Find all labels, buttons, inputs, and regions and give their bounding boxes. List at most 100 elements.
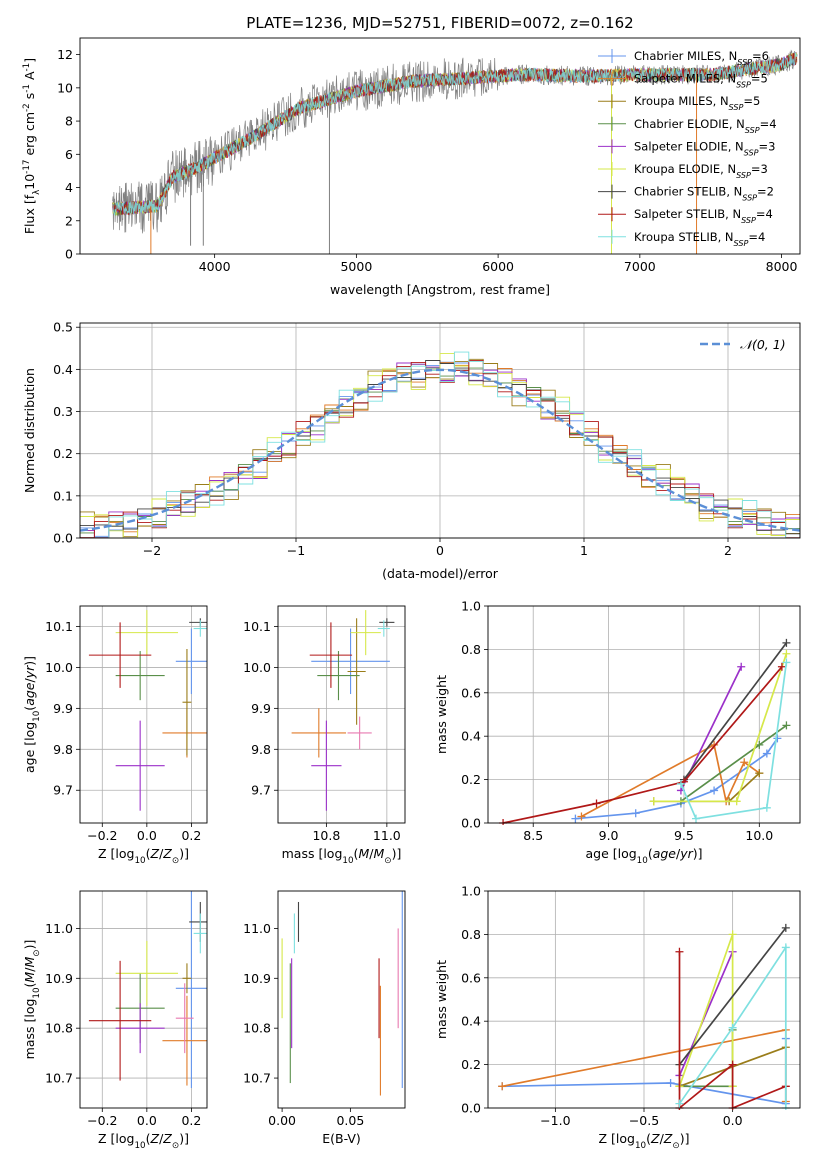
point-marker [762,803,771,812]
y-tick-label: 0.4 [461,1014,481,1029]
axes-frame [79,37,801,255]
point-marker [571,814,580,823]
x-axis-label: E(B-V) [322,1131,361,1146]
x-axis-label: Z [log10(Z/Z⊙)] [98,1131,189,1151]
weight-vs-z-panel: −1.0 −0.5 0.0 0.0 0.2 0.4 0.6 0.8 1.0 Z [log10(Z/… [434,884,801,1151]
x-axis-label: (data-model)/error [382,566,499,581]
y-tick-label: 1.0 [461,884,481,899]
y-tick-label: 0.8 [461,927,481,942]
errorbar-point [193,913,207,954]
axes-frame [277,890,406,1109]
point-marker [773,734,782,743]
errorbar-point [291,708,347,758]
legend-label-suffix: =4 [760,117,777,131]
y-tick-label: 0.0 [53,531,73,546]
x-tick-label: 8000 [766,259,798,274]
x-tick-label: 6000 [482,259,514,274]
x-tick-label: 9.0 [599,828,619,843]
legend-label: Salpeter MILES, NSSP=5 [634,72,768,90]
y-axis-label: mass weight [434,675,449,754]
legend-label-text: Salpeter ELODIE, N [634,139,744,153]
series-chabrier-miles [571,734,782,823]
y-tick-label: 0.5 [53,320,73,335]
y-tick-label: 0.6 [461,685,481,700]
errorbar-point [115,651,165,701]
mass-vs-ebv-plot-area [281,891,403,1096]
y-tick-label: 10.0 [243,660,271,675]
point-marker [755,769,764,778]
y-tick-label: 4 [65,180,73,195]
axes-frame [487,890,801,1109]
errorbar-point [377,620,390,637]
errorbar-point [115,720,165,811]
chart-title: PLATE=1236, MJD=52751, FIBERID=0072, z=0… [246,14,633,32]
weight-vs-age-panel: 8.5 9.0 9.5 10.0 0.0 0.2 0.4 0.6 0.8 1.0 age [log1… [434,599,801,866]
weight-vs-z-plot-area [498,923,790,1110]
y-tick-label: 11.0 [45,921,73,936]
age-vs-mass-plot-area [291,610,395,811]
x-tick-label: 0.0 [723,1113,743,1128]
legend-label-text: Chabrier STELIB, N [634,185,742,199]
y-tick-label: 9.7 [53,783,73,798]
y-tick-label: 0.2 [53,446,73,461]
y-tick-label: 10.0 [45,660,73,675]
x-tick-label: 7000 [624,259,656,274]
x-tick-label: 0.2 [181,828,201,843]
point-marker [675,947,684,956]
legend-label: Kroupa MILES, NSSP=5 [634,94,760,112]
legend-label-sub: SSP [729,103,744,112]
legend-label: 𝒩(0, 1) [740,337,786,352]
y-tick-label: 0.1 [53,488,73,503]
point-marker [762,749,771,758]
point-marker [498,1082,507,1091]
x-tick-label: 0.2 [181,1113,201,1128]
errorbar-point [193,620,207,637]
legend-label-suffix: =5 [743,94,760,108]
axes-frame [79,322,801,539]
mass-vs-ebv-panel: 0.00 0.05 10.7 10.8 10.9 11.0 E(B-V) [243,890,406,1146]
errorbar-point [162,995,207,1086]
legend-label-sub: SSP [736,80,751,89]
legend-label-sub: SSP [736,171,751,180]
errorbar-point [115,1003,165,1054]
series-kroupa-stelib [676,658,791,823]
errorbar-point [311,628,390,695]
y-tick-label: 9.9 [53,701,73,716]
legend-label: Salpeter ELODIE, NSSP=3 [634,139,775,157]
y-axis-label: age [log10(age/yr)] [22,656,42,773]
legend-label-suffix: =3 [751,162,768,176]
y-tick-label: 0.6 [461,970,481,985]
x-tick-label: −1.0 [540,1113,570,1128]
point-marker [782,721,791,730]
y-tick-label: 9.7 [251,783,271,798]
x-tick-label: −0.2 [87,828,117,843]
legend-label-sub: SSP [744,148,759,157]
x-axis-label: Z [log10(Z/Z⊙)] [599,1131,690,1151]
errorbar-point [182,963,192,994]
weight-vs-age-plot-area [499,638,791,825]
legend-label-sub: SSP [745,125,760,134]
age-vs-mass-panel: 10.8 11.0 9.7 9.8 9.9 10.0 10.1 mass [log10(M/M… [243,605,406,866]
series-kroupa-elodie [649,649,791,806]
x-axis-label: wavelength [Angstrom, rest frame] [330,282,550,297]
legend-label-suffix: =3 [758,139,775,153]
point-marker [675,1099,684,1108]
legend-label-text: Kroupa MILES, N [634,94,729,108]
y-tick-label: 0 [65,247,73,262]
errorbar-point [347,716,372,750]
age-vs-z-plot-area [88,610,207,811]
legend-label: Chabrier MILES, NSSP=6 [634,49,769,67]
legend-label: Kroupa STELIB, NSSP=4 [634,230,765,248]
x-tick-label: 4000 [199,259,231,274]
legend-label-sub: SSP [742,193,757,202]
point-marker [666,1079,675,1088]
series-line [653,772,760,803]
legend-label-text: Kroupa ELODIE, N [634,162,736,176]
mass-vs-z-panel: −0.2 0.0 0.2 10.7 10.8 10.9 11.0 Z [log10(Z/Z⊙)… [22,890,208,1151]
point-marker [592,799,601,808]
errorbar-point [347,618,366,725]
point-marker [728,1060,737,1069]
errorbar-point [309,622,353,688]
x-tick-label: 9.5 [674,828,694,843]
point-marker [710,786,719,795]
